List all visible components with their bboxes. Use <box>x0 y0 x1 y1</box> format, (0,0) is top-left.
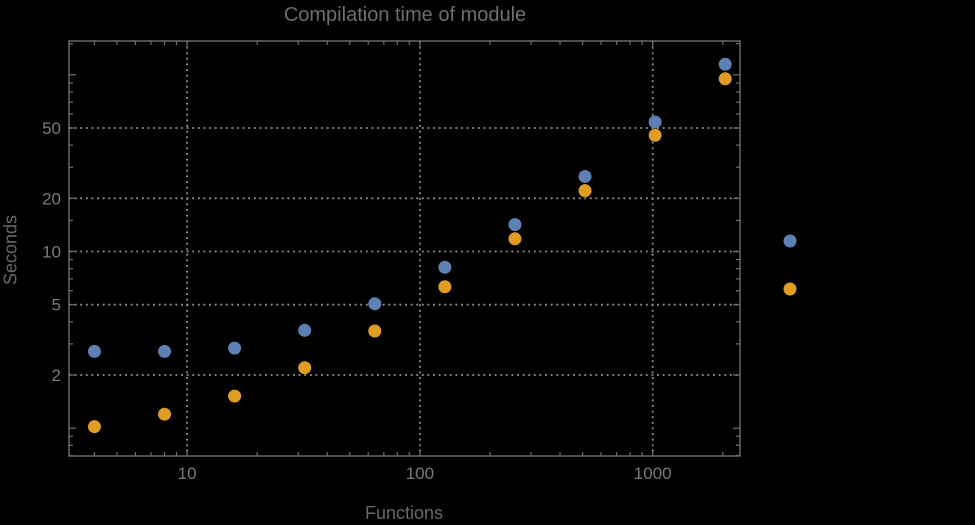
x-tick-label: 100 <box>406 464 434 483</box>
data-point-series-1 <box>438 260 452 274</box>
data-point-series-1 <box>648 115 662 129</box>
y-tick-label: 2 <box>52 366 61 385</box>
y-tick-label: 20 <box>42 189 61 208</box>
data-point-series-1 <box>508 218 522 232</box>
data-point-series-2 <box>508 232 522 246</box>
data-point-series-2 <box>438 280 452 294</box>
y-tick-label: 10 <box>42 243 61 262</box>
data-point-series-2 <box>298 361 312 375</box>
y-axis-title: Seconds <box>0 214 21 286</box>
data-point-series-1 <box>87 344 101 358</box>
data-point-series-2 <box>228 389 242 403</box>
data-point-series-2 <box>648 128 662 142</box>
legend-marker <box>783 282 797 296</box>
legend-marker <box>783 234 797 248</box>
plot-frame <box>68 40 741 457</box>
data-point-series-2 <box>368 324 382 338</box>
data-point-series-2 <box>87 420 101 434</box>
data-point-series-2 <box>158 407 172 421</box>
data-point-series-2 <box>718 72 732 86</box>
y-tick-label: 50 <box>42 119 61 138</box>
data-point-series-1 <box>578 169 592 183</box>
data-point-series-1 <box>298 323 312 337</box>
chart-title: Compilation time of module <box>283 4 527 26</box>
data-point-series-1 <box>158 344 172 358</box>
x-tick-label: 1000 <box>634 464 672 483</box>
data-point-series-1 <box>368 297 382 311</box>
x-tick-label: 10 <box>178 464 197 483</box>
data-point-series-1 <box>228 341 242 355</box>
data-point-series-1 <box>718 57 732 71</box>
y-tick-label: 5 <box>52 296 61 315</box>
x-axis-title: Functions <box>364 503 444 523</box>
data-point-series-2 <box>578 184 592 198</box>
